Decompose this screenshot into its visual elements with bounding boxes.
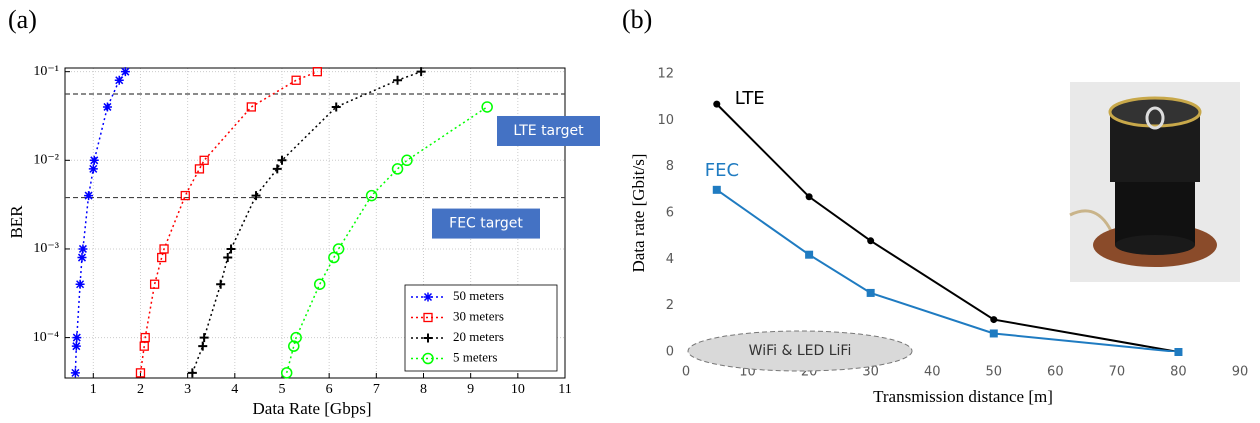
point: [216, 280, 225, 289]
x-tick-label: 3: [184, 382, 191, 397]
point: [806, 193, 813, 200]
y-axis-title: BER: [7, 205, 26, 239]
y-tick-label: 6: [666, 206, 674, 221]
point: [103, 102, 112, 111]
x-tick-label: 1: [90, 382, 97, 397]
x-tick-label: 9: [467, 382, 474, 397]
legend-label: LTE: [735, 88, 765, 109]
point: [990, 329, 998, 337]
point: [277, 156, 286, 165]
point: [1174, 348, 1182, 356]
x-tick-label: 2: [137, 382, 144, 397]
point: [393, 164, 403, 174]
x-tick-label: 40: [924, 365, 941, 380]
annotation-label: FEC target: [449, 216, 523, 232]
x-tick-label: 80: [1170, 365, 1187, 380]
legend-marker: [424, 293, 433, 302]
panel-label: (b): [622, 5, 652, 34]
point: [181, 192, 189, 200]
point: [367, 191, 377, 201]
legend-label: FEC: [705, 160, 739, 181]
y-tick-label: 12: [657, 67, 674, 82]
y-tick-label: 10⁻³: [33, 241, 59, 256]
x-tick-label: 70: [1109, 365, 1126, 380]
y-tick-label: 10: [657, 113, 674, 128]
legend-label: 20 meters: [453, 329, 504, 344]
point: [84, 191, 93, 200]
point: [89, 164, 98, 173]
point: [72, 333, 81, 342]
point: [867, 237, 874, 244]
y-axis-title: Data rate [Gbit/s]: [629, 154, 648, 273]
annotation: WiFi & LED LiFi: [749, 343, 852, 359]
point: [223, 253, 232, 262]
point: [292, 76, 300, 84]
x-tick-label: 5: [278, 382, 285, 397]
point: [72, 342, 81, 351]
series-line: [192, 72, 421, 373]
point: [990, 316, 997, 323]
x-tick-label: 0: [682, 365, 690, 380]
point: [713, 101, 720, 108]
legend-label: 50 meters: [453, 288, 504, 303]
point: [315, 279, 325, 289]
x-tick-label: 7: [373, 382, 380, 397]
point: [227, 244, 236, 253]
x-axis-title: Data Rate [Gbps]: [253, 399, 372, 418]
point: [151, 280, 159, 288]
point: [71, 368, 80, 377]
x-tick-label: 10: [511, 382, 525, 397]
x-tick-label: 11: [558, 382, 571, 397]
x-tick-label: 8: [420, 382, 427, 397]
point: [198, 342, 207, 351]
point: [188, 368, 197, 377]
point: [482, 102, 492, 112]
panel-label: (a): [8, 5, 37, 34]
x-tick-label: 60: [1047, 365, 1064, 380]
y-tick-label: 8: [666, 159, 674, 174]
figure: (a)123456789101110⁻⁴10⁻³10⁻²10⁻¹Data Rat…: [0, 0, 1260, 423]
point: [252, 191, 261, 200]
y-tick-label: 10⁻¹: [33, 64, 59, 79]
point: [195, 165, 203, 173]
point: [713, 186, 721, 194]
point: [78, 244, 87, 253]
point: [76, 280, 85, 289]
point: [77, 253, 86, 262]
series-line: [140, 72, 317, 373]
legend-label: 30 meters: [453, 308, 504, 323]
x-tick-label: 50: [986, 365, 1003, 380]
point: [273, 164, 282, 173]
point: [332, 102, 341, 111]
point: [393, 76, 402, 85]
point: [200, 333, 209, 342]
legend-label: 5 meters: [453, 349, 497, 364]
annotation-label: LTE target: [513, 123, 584, 139]
point: [121, 67, 130, 76]
point: [115, 76, 124, 85]
y-tick-label: 2: [666, 298, 674, 313]
y-tick-label: 4: [666, 252, 674, 267]
x-tick-label: 4: [231, 382, 238, 397]
point: [805, 251, 813, 259]
point: [90, 156, 99, 165]
chart: (a) 1 2 3 4 5 6 7 8 9 10 11 10⁻⁴ 10⁻³ 10⁻² 10⁻¹ Data Rat…: [7, 5, 600, 418]
point: [867, 289, 875, 297]
inset-photo: [1070, 82, 1240, 282]
x-axis-title: Transmission distance [m]: [873, 387, 1053, 406]
x-tick-label: 90: [1232, 365, 1249, 380]
y-tick-label: 10⁻²: [33, 153, 59, 168]
y-tick-label: 0: [666, 345, 674, 360]
series-line: [75, 72, 125, 373]
point: [417, 67, 426, 76]
y-tick-label: 10⁻⁴: [33, 330, 59, 345]
x-tick-label: 6: [326, 382, 333, 397]
